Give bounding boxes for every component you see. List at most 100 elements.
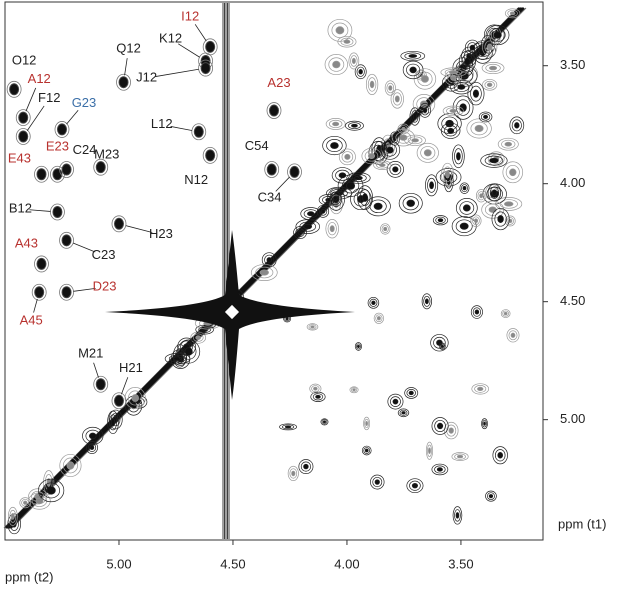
y-tick-label: 4.50 (560, 293, 585, 308)
peak-label: A43 (15, 235, 38, 250)
contour (420, 105, 430, 116)
leader-line (170, 126, 192, 131)
leader-line (73, 288, 96, 292)
contour (437, 422, 444, 430)
contour (367, 153, 376, 159)
contour (392, 166, 399, 173)
peak-label: D23 (93, 279, 117, 294)
cross-peak (95, 378, 106, 391)
contour (59, 453, 82, 478)
contour (469, 44, 476, 51)
contour (409, 480, 421, 491)
leader-line (72, 242, 96, 253)
contour (509, 168, 517, 177)
contour (455, 219, 473, 233)
contour (46, 486, 56, 495)
contour (335, 26, 345, 35)
contour (482, 79, 498, 91)
leader-line (121, 377, 129, 395)
peak-contour (93, 375, 109, 393)
contour (332, 121, 340, 127)
contour (282, 424, 295, 430)
contour (427, 177, 437, 193)
contour (499, 199, 518, 209)
contour (470, 85, 482, 102)
contour (461, 54, 474, 69)
contour (337, 35, 357, 48)
contour (477, 191, 485, 201)
contour (461, 184, 468, 193)
contour (381, 225, 389, 233)
contour (420, 75, 429, 83)
x-tick-label: 3.50 (448, 556, 473, 571)
contour (483, 114, 489, 119)
contour (287, 465, 299, 482)
peak-label: A45 (20, 313, 43, 328)
contour (494, 449, 506, 462)
peak-label: Q12 (116, 41, 141, 56)
contour (357, 344, 360, 349)
contour (402, 60, 424, 80)
contour (341, 178, 360, 194)
contour (348, 52, 360, 70)
contour (411, 138, 419, 143)
peak-label: F12 (38, 90, 60, 105)
contour (406, 63, 421, 77)
y-tick-label: 3.50 (560, 57, 585, 72)
contour (510, 332, 516, 338)
contour (392, 92, 402, 106)
contour (344, 153, 351, 160)
contour (404, 134, 426, 146)
contour (391, 128, 415, 147)
contour (329, 225, 335, 233)
contour (35, 497, 44, 505)
contour (456, 152, 461, 161)
y-axis-label: ppm (t1) (558, 516, 606, 531)
cross-peak (113, 217, 124, 230)
contour (392, 398, 399, 405)
contour (514, 122, 520, 129)
contour (313, 386, 318, 391)
contour (425, 441, 434, 460)
cross-peak (266, 163, 277, 176)
contour (457, 84, 466, 90)
contour (497, 137, 519, 151)
peak-contour (15, 109, 31, 127)
contour (479, 193, 484, 199)
contour (503, 311, 508, 316)
contour (474, 124, 484, 133)
x-tick-label: 5.00 (106, 556, 131, 571)
contour (453, 82, 469, 93)
peak-contour (111, 215, 127, 233)
contour (361, 147, 382, 165)
contour (435, 168, 462, 187)
contour (363, 447, 371, 454)
contour (445, 170, 450, 179)
peak-label: H21 (119, 360, 143, 375)
contour (21, 498, 30, 507)
contour (506, 328, 520, 343)
cross-peak (61, 286, 72, 299)
contour (315, 394, 321, 399)
contour (351, 57, 356, 65)
contour (487, 151, 505, 167)
contour (124, 387, 146, 409)
contour (192, 333, 204, 342)
contour (466, 118, 492, 139)
contour (456, 454, 464, 459)
contour (177, 337, 196, 356)
contour (322, 135, 347, 156)
contour (329, 191, 342, 205)
contour (371, 137, 387, 162)
contour (184, 347, 193, 356)
leader-line (275, 176, 290, 192)
leader-line (125, 225, 153, 233)
cross-peak (269, 104, 279, 117)
contour (502, 161, 524, 184)
contour (488, 206, 497, 213)
cross-peak (18, 111, 29, 124)
contour (436, 467, 443, 472)
contour (444, 68, 463, 76)
peak-contour (191, 123, 207, 141)
contour (108, 409, 123, 430)
